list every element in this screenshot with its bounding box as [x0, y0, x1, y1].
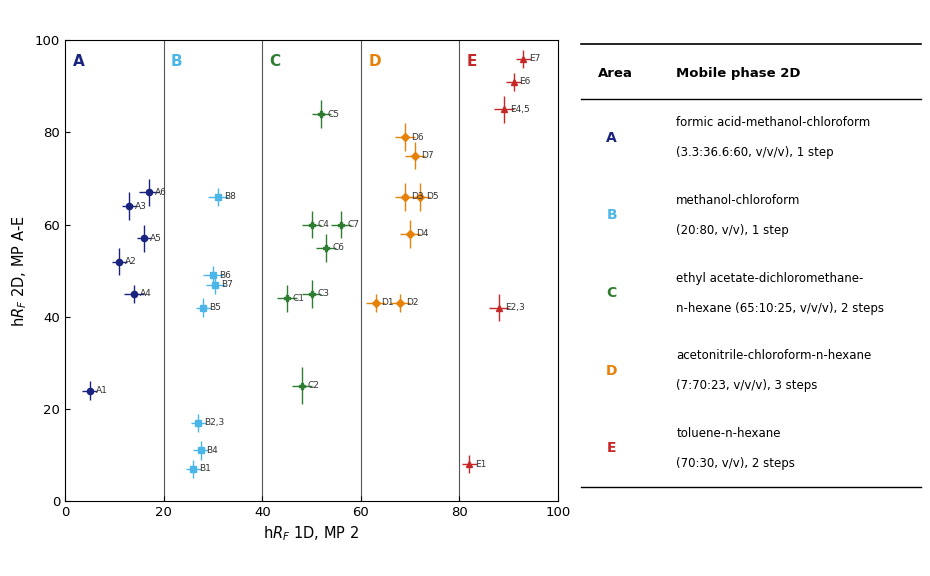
Text: A5: A5: [150, 234, 162, 243]
Text: C6: C6: [332, 243, 344, 252]
Text: E: E: [607, 441, 617, 456]
Text: methanol-chloroform: methanol-chloroform: [676, 194, 801, 207]
Text: E7: E7: [529, 54, 540, 63]
Text: B1: B1: [199, 464, 211, 473]
Text: D7: D7: [421, 151, 433, 160]
Text: B8: B8: [224, 192, 235, 202]
Text: C: C: [270, 54, 281, 69]
Y-axis label: h$R_F$ 2D, MP A-E: h$R_F$ 2D, MP A-E: [11, 215, 30, 327]
Text: n-hexane (65:10:25, v/v/v), 2 steps: n-hexane (65:10:25, v/v/v), 2 steps: [676, 302, 884, 314]
Text: C: C: [606, 286, 617, 300]
Text: A2: A2: [126, 257, 137, 266]
Text: D1: D1: [381, 298, 394, 308]
Text: B4: B4: [206, 446, 219, 455]
Text: A3: A3: [135, 202, 147, 211]
Text: A1: A1: [96, 386, 108, 395]
Text: (7:70:23, v/v/v), 3 steps: (7:70:23, v/v/v), 3 steps: [676, 380, 817, 392]
Text: (20:80, v/v), 1 step: (20:80, v/v), 1 step: [676, 224, 789, 237]
Text: D: D: [368, 54, 381, 69]
Text: C1: C1: [293, 294, 305, 303]
Text: E2,3: E2,3: [505, 303, 525, 312]
Text: E1: E1: [475, 460, 486, 469]
Text: B: B: [171, 54, 182, 69]
Text: B2,3: B2,3: [204, 418, 224, 427]
Text: E: E: [467, 54, 477, 69]
Text: C5: C5: [327, 109, 339, 119]
Text: D3: D3: [411, 192, 424, 202]
Text: C3: C3: [317, 289, 329, 298]
Text: Mobile phase 2D: Mobile phase 2D: [676, 67, 801, 81]
Text: acetonitrile-chloroform-n-hexane: acetonitrile-chloroform-n-hexane: [676, 349, 871, 362]
Text: A: A: [606, 131, 618, 145]
Text: formic acid-methanol-chloroform: formic acid-methanol-chloroform: [676, 116, 870, 129]
Text: Area: Area: [598, 67, 633, 81]
Text: B6: B6: [219, 271, 231, 280]
Text: D5: D5: [426, 192, 439, 202]
Text: A: A: [73, 54, 85, 69]
X-axis label: h$R_F$ 1D, MP 2: h$R_F$ 1D, MP 2: [263, 525, 360, 543]
Text: D: D: [606, 364, 618, 378]
Text: C7: C7: [347, 220, 359, 229]
Text: C2: C2: [308, 381, 320, 391]
Text: A4: A4: [140, 289, 152, 298]
Text: (3.3:36.6:60, v/v/v), 1 step: (3.3:36.6:60, v/v/v), 1 step: [676, 146, 834, 160]
Text: C4: C4: [317, 220, 329, 229]
Text: E6: E6: [520, 77, 531, 86]
Text: D4: D4: [416, 229, 429, 238]
Text: D6: D6: [411, 132, 424, 142]
Text: A6: A6: [154, 188, 166, 197]
Text: E4,5: E4,5: [510, 105, 529, 114]
Text: B: B: [606, 209, 618, 222]
Text: B7: B7: [221, 280, 233, 289]
Text: B5: B5: [209, 303, 221, 312]
Text: (70:30, v/v), 2 steps: (70:30, v/v), 2 steps: [676, 457, 795, 470]
Text: toluene-n-hexane: toluene-n-hexane: [676, 427, 781, 440]
Text: D2: D2: [406, 298, 419, 308]
Text: ethyl acetate-dichloromethane-: ethyl acetate-dichloromethane-: [676, 272, 864, 285]
